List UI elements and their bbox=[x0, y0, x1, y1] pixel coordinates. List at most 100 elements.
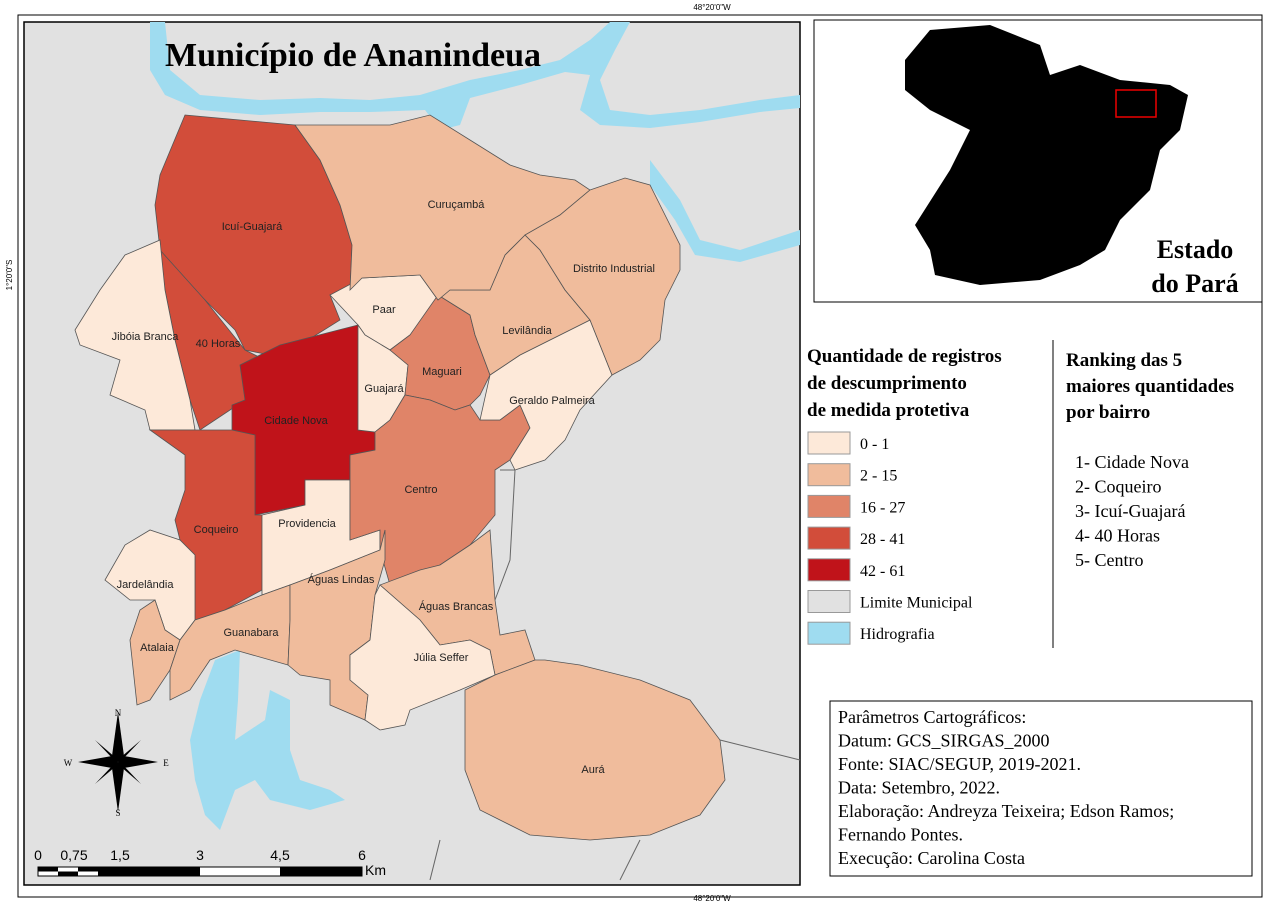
legend-swatch bbox=[807, 621, 851, 645]
west-label: W bbox=[64, 758, 73, 768]
lake bbox=[190, 650, 345, 830]
legend-label: 0 - 1 bbox=[860, 436, 889, 453]
coord-label: 48°20'0"W bbox=[693, 3, 731, 12]
legend-title: de descumprimento bbox=[807, 373, 967, 394]
scale-segment bbox=[280, 867, 362, 872]
scale-unit: Km bbox=[365, 862, 386, 878]
legend-label: 16 - 27 bbox=[860, 499, 905, 516]
legend-swatch bbox=[807, 431, 851, 455]
legend: Quantidade de registros de descumprimento… bbox=[807, 346, 1002, 645]
scale-label: 4,5 bbox=[270, 847, 290, 863]
south-label: S bbox=[115, 808, 120, 818]
legend-label: Limite Municipal bbox=[860, 595, 973, 612]
neighborhood-label: Icuí-Guajará bbox=[222, 221, 283, 233]
parameter-line: Fonte: SIAC/SEGUP, 2019-2021. bbox=[838, 754, 1081, 774]
ranking-title: Ranking das 5 bbox=[1066, 350, 1182, 371]
scale-segment bbox=[58, 871, 78, 876]
river bbox=[150, 22, 800, 130]
east-label: E bbox=[163, 758, 169, 768]
parameters-box bbox=[829, 700, 1253, 877]
ranking: Ranking das 5 maiores quantidades por bair… bbox=[1066, 350, 1234, 570]
parameters: Parâmetros Cartográficos: Datum: GCS_SIRG… bbox=[838, 707, 1174, 868]
scale-segment bbox=[120, 871, 200, 876]
neighborhood-label: Aurá bbox=[581, 764, 605, 776]
river bbox=[650, 160, 800, 262]
road bbox=[619, 839, 641, 881]
coord-label: 48°20'0"W bbox=[693, 894, 731, 903]
neighborhood-label: Providencia bbox=[278, 518, 336, 530]
neighborhood-label: Jibóia Branca bbox=[112, 331, 180, 343]
arrow-point bbox=[118, 740, 141, 762]
neighborhood-label: Coqueiro bbox=[194, 524, 239, 536]
legend-label: Hidrografia bbox=[860, 626, 935, 643]
neighborhood-label: Atalaia bbox=[140, 642, 175, 654]
ranking-item: 5- Centro bbox=[1075, 550, 1143, 570]
legend-label: 42 - 61 bbox=[860, 563, 905, 580]
neighborhood-label: Cidade Nova bbox=[264, 415, 328, 427]
coord-label: 1°20'0"S bbox=[5, 260, 14, 291]
ranking-title: maiores quantidades bbox=[1066, 376, 1234, 397]
neighborhood bbox=[464, 659, 726, 841]
outer-roads bbox=[429, 469, 801, 881]
arrow-point bbox=[112, 712, 124, 762]
legend-label: 28 - 41 bbox=[860, 531, 905, 548]
neighborhood bbox=[524, 177, 681, 376]
neighborhood-label: Geraldo Palmeira bbox=[509, 395, 595, 407]
arrow-point bbox=[78, 756, 118, 768]
neighborhoods: Icuí-Guajará 40 Horas Jibóia Branca Cidade … bbox=[74, 114, 726, 841]
legend-title: Quantidade de registros bbox=[807, 346, 1002, 367]
road bbox=[719, 739, 801, 761]
legend-swatch bbox=[807, 526, 851, 550]
inset-label: do Pará bbox=[1151, 269, 1238, 298]
neighborhood-label: Curuçambá bbox=[428, 199, 486, 211]
ranking-item: 3- Icuí-Guajará bbox=[1075, 501, 1185, 521]
inset-label: Estado bbox=[1157, 235, 1234, 264]
arrow-point bbox=[118, 756, 158, 768]
legend-title: de medida protetiva bbox=[807, 400, 970, 421]
scale-label: 0 bbox=[34, 847, 42, 863]
scale-label: 1,5 bbox=[110, 847, 130, 863]
neighborhood-label: 40 Horas bbox=[196, 338, 241, 350]
neighborhood-label: Águas Lindas bbox=[308, 573, 375, 586]
neighborhood-label: Guajará bbox=[364, 383, 404, 395]
inset-locator bbox=[1115, 89, 1157, 118]
neighborhood-label: Guanabara bbox=[223, 627, 279, 639]
legend-swatch bbox=[807, 558, 851, 582]
arrow-point bbox=[95, 740, 118, 762]
neighborhood bbox=[74, 239, 196, 431]
neighborhood-label: Centro bbox=[404, 484, 437, 496]
north-arrow: N S E W bbox=[64, 708, 170, 818]
ranking-item: 2- Coqueiro bbox=[1075, 477, 1161, 497]
neighborhood bbox=[349, 394, 531, 586]
neighborhood-label: Júlia Seffer bbox=[414, 652, 469, 664]
scale-label: 0,75 bbox=[60, 847, 87, 863]
parameter-line: Parâmetros Cartográficos: bbox=[838, 707, 1026, 727]
scale-segment bbox=[280, 871, 362, 876]
ranking-item: 4- 40 Horas bbox=[1075, 526, 1160, 546]
legend-swatch bbox=[807, 494, 851, 518]
neighborhood-label: Levilândia bbox=[502, 325, 552, 337]
scale-segment bbox=[120, 867, 200, 872]
parameter-line: Data: Setembro, 2022. bbox=[838, 778, 1000, 798]
scale-label: 6 bbox=[358, 847, 366, 863]
neighborhood-label: Paar bbox=[372, 304, 396, 316]
parameter-line: Execução: Carolina Costa bbox=[838, 848, 1025, 868]
arrow-point bbox=[95, 762, 118, 784]
road bbox=[429, 839, 441, 881]
arrow-point bbox=[118, 762, 141, 784]
neighborhood-label: Distrito Industrial bbox=[573, 263, 655, 275]
neighborhood-label: Jardelândia bbox=[117, 579, 175, 591]
parameter-line: Fernando Pontes. bbox=[838, 825, 963, 845]
neighborhood bbox=[169, 584, 291, 701]
scale-label: 3 bbox=[196, 847, 204, 863]
scale-segment bbox=[78, 867, 120, 872]
north-label: N bbox=[115, 708, 122, 718]
ranking-item: 1- Cidade Nova bbox=[1075, 452, 1189, 472]
legend-swatch bbox=[807, 590, 851, 613]
parameter-line: Datum: GCS_SIRGAS_2000 bbox=[838, 731, 1050, 751]
map-title: Município de Ananindeua bbox=[165, 37, 541, 74]
legend-label: 2 - 15 bbox=[860, 468, 897, 485]
hydrography bbox=[150, 22, 800, 830]
